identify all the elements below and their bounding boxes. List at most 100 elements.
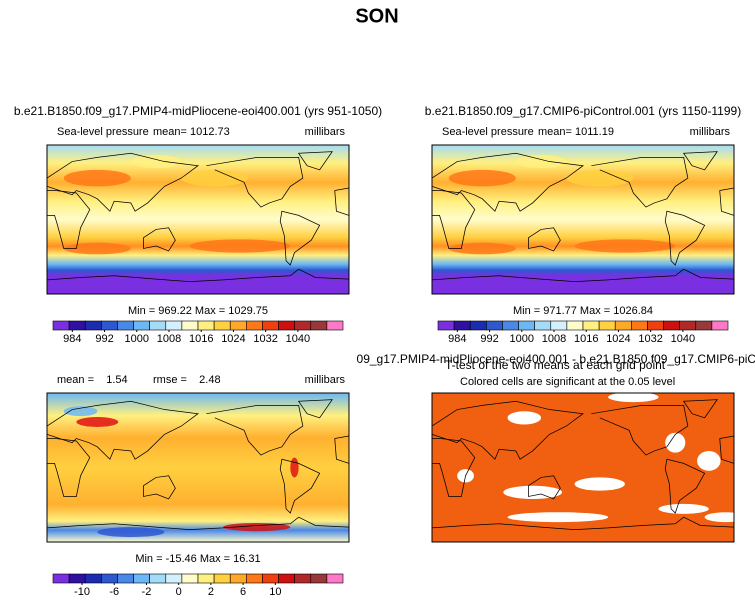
colorbar-label: 992 bbox=[480, 333, 498, 345]
map-frame bbox=[46, 392, 350, 543]
colorbar-box bbox=[453, 320, 471, 331]
pressure-area bbox=[189, 239, 291, 253]
colorbar-label: -6 bbox=[109, 586, 119, 598]
pressure-area bbox=[448, 169, 516, 187]
colorbar-label: 984 bbox=[448, 333, 466, 345]
colorbar-box bbox=[229, 573, 247, 584]
colorbar-box bbox=[711, 320, 729, 331]
colorbar-box bbox=[117, 320, 134, 331]
colorbar-box bbox=[101, 320, 118, 331]
colorbar-box bbox=[502, 320, 519, 331]
pressure-area bbox=[97, 527, 165, 538]
colorbar-box bbox=[647, 320, 664, 331]
colorbar-box bbox=[117, 573, 134, 584]
pressure-area bbox=[574, 239, 676, 253]
colorbar-label: 1016 bbox=[574, 333, 598, 345]
colorbar-box bbox=[663, 320, 680, 331]
panel-title: T-test of the two means at each grid poi… bbox=[445, 358, 666, 372]
panel-subtitle: Colored cells are significant at the 0.0… bbox=[460, 376, 675, 388]
min-max: Min = -15.46 Max = 16.31 bbox=[135, 553, 260, 565]
colorbar-box bbox=[68, 320, 86, 331]
colorbar-box bbox=[246, 320, 263, 331]
colorbar-box bbox=[165, 320, 183, 331]
colorbar-box bbox=[326, 320, 344, 331]
colorbar-label: 1008 bbox=[157, 333, 181, 345]
colorbar-box bbox=[278, 573, 295, 584]
colorbar-box bbox=[679, 320, 697, 331]
insignificant-area bbox=[697, 450, 721, 471]
panel-units: millibars bbox=[305, 374, 346, 386]
colorbar-label: 1024 bbox=[606, 333, 630, 345]
colorbar-box bbox=[246, 573, 263, 584]
pressure-area bbox=[566, 169, 634, 187]
insignificant-area bbox=[665, 432, 686, 453]
panel-title: b.e21.B1850.f09_g17.PMIP4-midPliocene-eo… bbox=[14, 104, 382, 118]
colorbar-box bbox=[278, 320, 295, 331]
colorbar-box bbox=[566, 320, 584, 331]
colorbar-box bbox=[229, 320, 247, 331]
map-frame bbox=[46, 144, 350, 295]
map bbox=[47, 393, 349, 542]
figure-title: SON bbox=[355, 5, 398, 27]
panel-subtitle: rmse = 2.48 bbox=[153, 374, 221, 386]
colorbar-box bbox=[52, 320, 70, 331]
map bbox=[47, 145, 349, 294]
colorbar-label: 992 bbox=[95, 333, 113, 345]
insignificant-area bbox=[704, 512, 734, 523]
colorbar-box bbox=[437, 320, 455, 331]
min-max: Min = 969.22 Max = 1029.75 bbox=[128, 305, 268, 317]
colorbar-box bbox=[197, 573, 215, 584]
panel-subtitle: mean= 1012.73 bbox=[153, 126, 230, 138]
colorbar-box bbox=[598, 320, 616, 331]
colorbar-box bbox=[149, 573, 167, 584]
colorbar-label: -10 bbox=[74, 586, 90, 598]
map bbox=[432, 393, 734, 542]
pressure-area bbox=[223, 522, 291, 532]
colorbar-label: 1000 bbox=[510, 333, 534, 345]
panel-title: b.e21.B1850.f09_g17.CMIP6-piControl.001 … bbox=[425, 104, 741, 118]
colorbar-box bbox=[294, 320, 312, 331]
pressure-area bbox=[515, 154, 567, 169]
colorbar-box bbox=[310, 573, 328, 584]
colorbar-label: 1000 bbox=[125, 333, 149, 345]
map-frame bbox=[431, 144, 735, 295]
colorbar-box bbox=[181, 320, 199, 331]
insignificant-area bbox=[507, 512, 609, 523]
panel-subtitle: Sea-level pressure bbox=[442, 126, 534, 138]
colorbar-label: 6 bbox=[240, 586, 246, 598]
panel-units: millibars bbox=[305, 126, 346, 138]
colorbar-box bbox=[695, 320, 713, 331]
colorbar-label: 10 bbox=[269, 586, 281, 598]
insignificant-area bbox=[574, 477, 625, 491]
colorbar-label: 1016 bbox=[189, 333, 213, 345]
colorbar-box bbox=[84, 320, 102, 331]
panel-subtitle: Sea-level pressure bbox=[57, 126, 149, 138]
pressure-area bbox=[181, 169, 249, 187]
colorbar-box bbox=[486, 320, 503, 331]
colorbar-box bbox=[326, 573, 344, 584]
pressure-area bbox=[63, 242, 131, 255]
colorbar-label: 984 bbox=[63, 333, 81, 345]
colorbar-box bbox=[534, 320, 552, 331]
colorbar-box bbox=[294, 573, 312, 584]
colorbar-box bbox=[310, 320, 328, 331]
pressure-area bbox=[290, 457, 299, 478]
insignificant-area bbox=[658, 503, 709, 514]
colorbar-label: 1040 bbox=[286, 333, 310, 345]
colorbar-label: 0 bbox=[176, 586, 182, 598]
pressure-area bbox=[448, 242, 516, 255]
map bbox=[432, 145, 734, 294]
colorbar-box bbox=[518, 320, 535, 331]
colorbar-label: -2 bbox=[142, 586, 152, 598]
pressure-area bbox=[63, 169, 131, 187]
colorbar-box bbox=[213, 573, 231, 584]
colorbar-box bbox=[582, 320, 600, 331]
colorbar-box bbox=[84, 573, 102, 584]
insignificant-area bbox=[503, 485, 563, 499]
colorbar-box bbox=[197, 320, 215, 331]
colorbar-box bbox=[181, 573, 199, 584]
colorbar-label: 1032 bbox=[638, 333, 662, 345]
panel-subtitle: mean= 1011.19 bbox=[538, 126, 614, 138]
colorbar-box bbox=[614, 320, 632, 331]
